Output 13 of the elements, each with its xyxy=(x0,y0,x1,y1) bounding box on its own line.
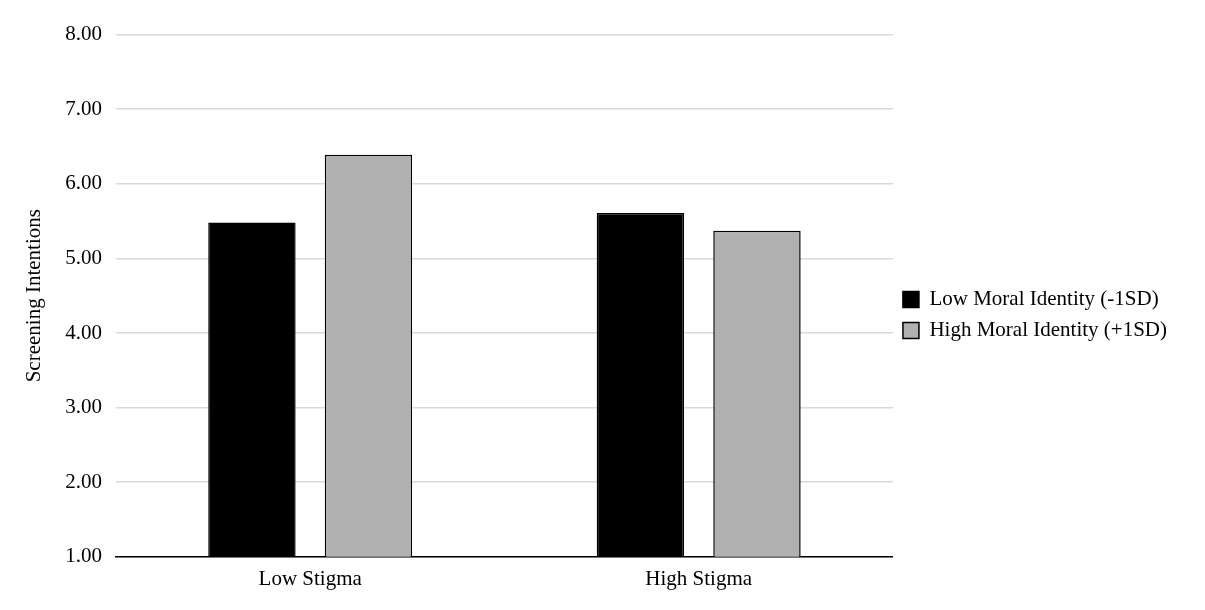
y-tick-label: 3.00 xyxy=(65,394,102,419)
legend-label: High Moral Identity (+1SD) xyxy=(929,317,1168,342)
y-tick-label: 4.00 xyxy=(65,319,102,344)
y-tick-label: 7.00 xyxy=(65,95,102,120)
x-tick-label: High Stigma xyxy=(645,565,753,590)
y-tick-label: 2.00 xyxy=(65,468,102,493)
x-tick-label: Low Stigma xyxy=(258,565,363,590)
y-axis-title: Screening Intentions xyxy=(21,209,46,383)
y-tick-label: 5.00 xyxy=(65,244,102,269)
legend-label: Low Moral Identity (-1SD) xyxy=(929,286,1159,311)
y-tick-label: 8.00 xyxy=(65,21,102,46)
y-tick-label: 6.00 xyxy=(65,170,102,195)
y-tick-label: 1.00 xyxy=(65,543,102,568)
